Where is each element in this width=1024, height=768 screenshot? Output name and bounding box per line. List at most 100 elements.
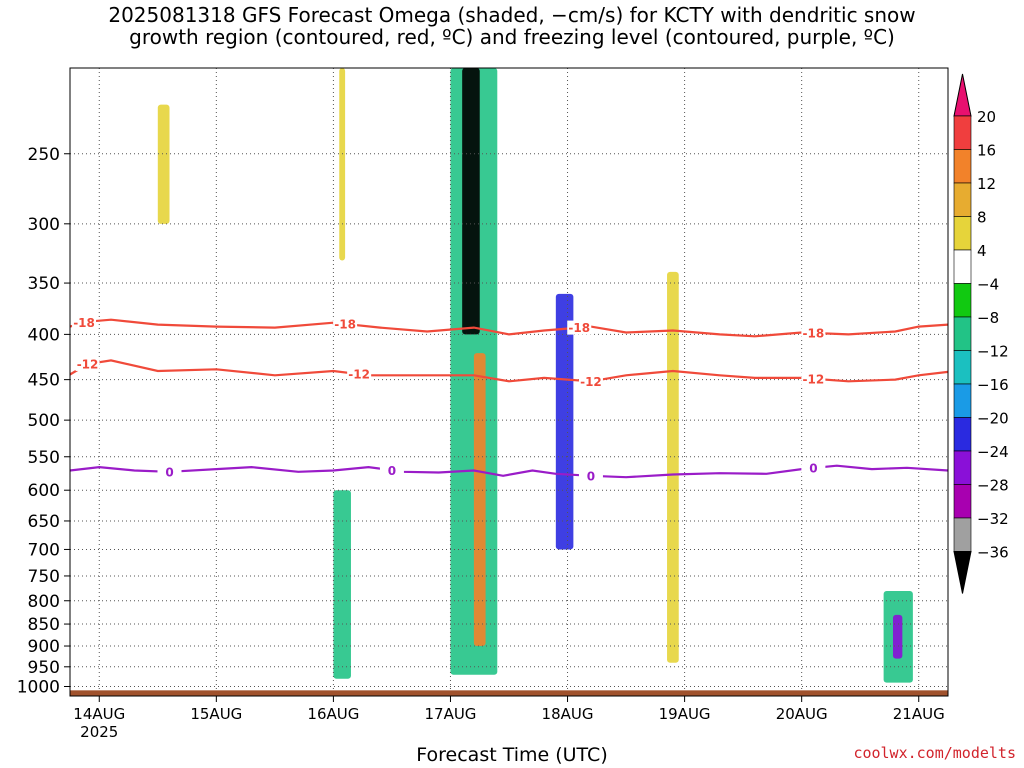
x-tick-sublabel-14: 2025 [80,723,118,741]
contour-label-bg-0-1 [333,316,358,331]
colorbar-segment-4 [953,249,972,284]
colorbar-label-10: −24 [977,443,1009,461]
y-tick-label-250: 250 [28,145,60,165]
y-tick-label-1000: 1000 [17,678,60,698]
x-tick-label-18: 18AUG [542,705,594,723]
colorbar-label-1: 16 [977,142,996,160]
colorbar-segment-9 [953,417,972,452]
shaded-region-9 [892,614,903,659]
shaded-region-6 [555,293,574,550]
contour-label-1-0: -12 [77,357,99,371]
contour-label-bg-2-1 [379,463,404,478]
y-tick-label-850: 850 [28,615,60,635]
contours: -18 -18 -18 -18 -12 -12 -12 -12 0 0 0 0 [69,315,949,483]
shaded-region-2 [333,490,351,679]
colorbar-segment-12 [953,517,972,552]
y-tick-label-650: 650 [28,512,60,532]
colorbar-segment-10 [953,450,972,485]
colorbar-label-8: −16 [977,376,1009,394]
contour-label-bg-0-3 [801,325,826,340]
shaded-region-0 [157,104,170,224]
x-tick-label-16: 16AUG [307,705,359,723]
contour-label-2-3: 0 [809,462,817,476]
colorbar-segment-3 [953,216,972,251]
colorbar-label-3: 8 [977,209,987,227]
y-tick-label-500: 500 [28,411,60,431]
contour-label-bg-0-2 [567,320,592,335]
colorbar-label-7: −12 [977,343,1009,361]
y-tick-label-550: 550 [28,448,60,468]
contour-label-0-0: -18 [73,316,95,330]
x-tick-label-14: 14AUG [73,705,125,723]
contour-label-0-2: -18 [568,321,590,335]
y-tick-label-400: 400 [28,325,60,345]
colorbar-label-4: 4 [977,242,987,260]
y-tick-label-300: 300 [28,215,60,235]
shaded-region-7 [667,271,679,663]
colorbar-label-12: −32 [977,510,1009,528]
credit-link[interactable]: coolwx.com/modelts [853,744,1016,762]
plot-border [69,67,949,697]
colorbar-segment-0 [953,115,972,150]
contour-label-bg-1-1 [347,367,372,382]
colorbar-segment-2 [953,182,972,217]
colorbar-segment-1 [953,149,972,184]
shaded-region-1 [339,68,346,261]
contour-label-bg-2-2 [578,468,603,483]
contour-label-bg-0-0 [72,315,97,330]
colorbar-label-2: 12 [977,175,996,193]
colorbar: 20 16 12 8 4 −4 −8 −12 −16 −20 −24 −28 −32 −36 [953,73,1009,594]
colorbar-label-9: −20 [977,410,1009,428]
colorbar-arrow-bottom [953,551,972,594]
omega-shading [157,68,913,683]
colorbar-segment-5 [953,283,972,318]
colorbar-label-6: −8 [977,309,999,327]
contour-label-bg-1-0 [75,356,100,371]
colorbar-segment-6 [953,316,972,351]
colorbar-segment-8 [953,383,972,418]
y-tick-label-350: 350 [28,274,60,294]
contour-label-2-1: 0 [388,464,396,478]
colorbar-label-11: −28 [977,477,1009,495]
y-tick-label-950: 950 [28,658,60,678]
y-tick-label-600: 600 [28,481,60,501]
contour-label-0-1: -18 [334,317,356,331]
colorbar-label-0: 20 [977,108,996,126]
title-line-2: growth region (contoured, red, ºC) and f… [129,25,895,49]
grid [70,68,948,696]
y-tick-label-750: 750 [28,567,60,587]
y-tick-label-450: 450 [28,371,60,391]
colorbar-label-13: −36 [977,544,1009,562]
y-tick-label-900: 900 [28,637,60,657]
y-tick-label-800: 800 [28,592,60,612]
title-line-1: 2025081318 GFS Forecast Omega (shaded, −… [108,3,916,27]
contour-label-bg-1-3 [801,371,826,386]
contour-label-1-1: -12 [348,368,370,382]
colorbar-segment-7 [953,350,972,385]
contour-label-bg-2-0 [157,464,182,479]
y-axis-ticks: 2503003504004505005506006507007508008509… [17,145,70,698]
colorbar-label-5: −4 [977,276,999,294]
contour-label-bg-1-2 [578,374,603,389]
contour-label-bg-2-3 [801,461,826,476]
contour-label-1-3: -12 [803,372,825,386]
ground-strip [70,690,948,696]
y-tick-label-700: 700 [28,540,60,560]
chart-title: 2025081318 GFS Forecast Omega (shaded, −… [0,4,1024,48]
x-tick-label-20: 20AUG [776,705,828,723]
x-tick-label-21: 21AUG [893,705,945,723]
contour-label-2-0: 0 [165,465,173,479]
contour-label-1-2: -12 [580,375,602,389]
plot-frame [69,67,949,697]
colorbar-arrow-top [953,73,972,117]
x-tick-label-17: 17AUG [424,705,476,723]
ground-surface [70,690,948,696]
x-tick-label-15: 15AUG [190,705,242,723]
contour-label-0-3: -18 [803,326,825,340]
x-axis-label: Forecast Time (UTC) [416,744,608,766]
colorbar-segment-11 [953,484,972,519]
shaded-region-5 [473,353,486,647]
x-tick-label-19: 19AUG [659,705,711,723]
contour-label-2-2: 0 [587,469,595,483]
